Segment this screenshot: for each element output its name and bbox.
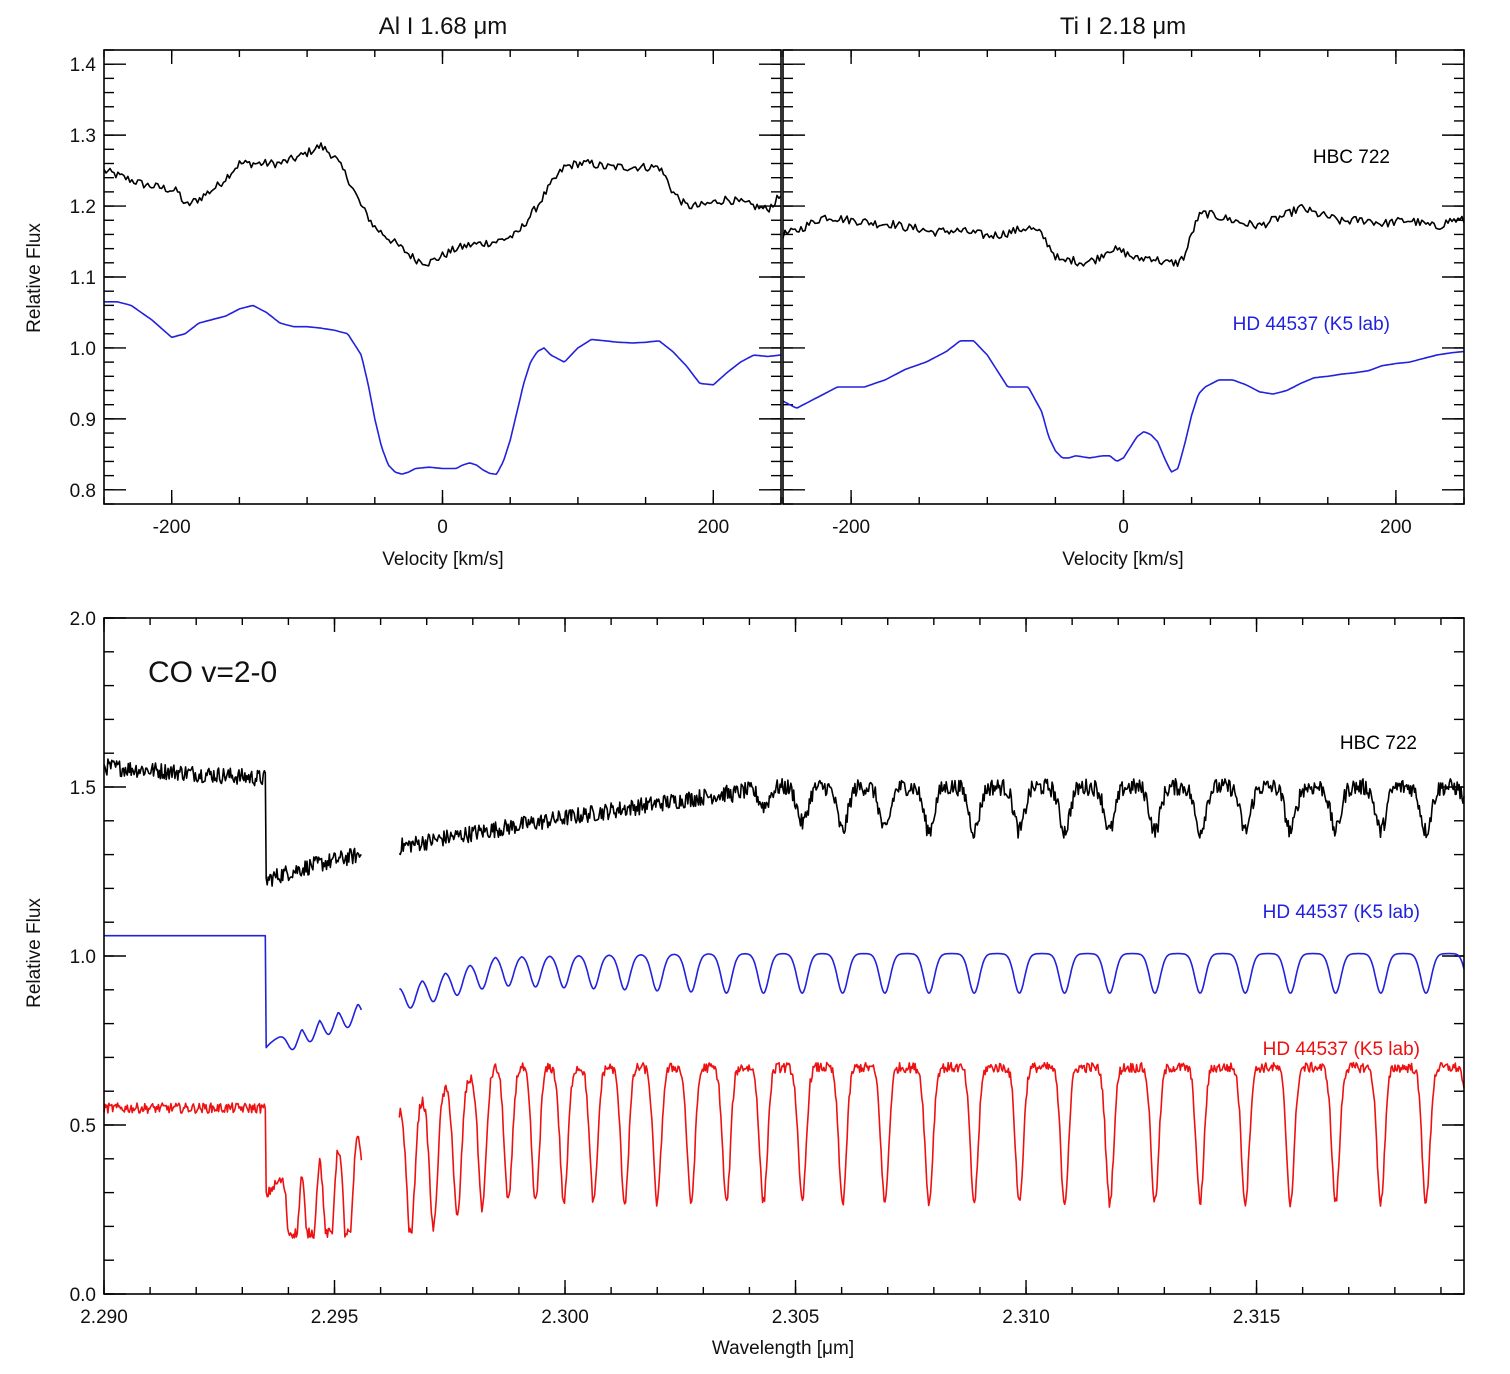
series-line-hbc-722 — [782, 203, 1465, 267]
plot-frame-al — [103, 49, 782, 505]
x-tick-label: 2.315 — [1233, 1307, 1281, 1328]
plot-frame-co — [103, 617, 1465, 1295]
ticks-al: -200 0 200 0.8 0.9 1.0 1.1 1.2 1.3 1.4 — [70, 49, 782, 538]
y-tick-label: 1.5 — [70, 778, 96, 799]
series-label-hbc-ti: HBC 722 — [1313, 147, 1390, 168]
panel-co: CO v=2-0 Relative Flux Wavelength [μm] H… — [24, 609, 1465, 1359]
x-tick-label: 200 — [697, 517, 729, 538]
x-tick-label: 2.295 — [311, 1307, 359, 1328]
plot-frame-ti — [782, 49, 1465, 505]
x-tick-label: 0 — [437, 517, 448, 538]
series-line-hd-44537-blue — [104, 934, 363, 1051]
x-tick-label: -200 — [832, 517, 870, 538]
panel-title-ti: Ti I 2.18 μm — [1060, 13, 1186, 40]
panel-title-al: Al I 1.68 μm — [379, 13, 508, 40]
x-tick-label: 2.310 — [1002, 1307, 1050, 1328]
series-line-hbc-722-co — [398, 778, 1465, 856]
y-tick-label: 1.1 — [70, 268, 96, 289]
series-label-hd-ti: HD 44537 (K5 lab) — [1233, 314, 1390, 335]
x-tick-label: 2.300 — [541, 1307, 589, 1328]
y-tick-label: 1.0 — [70, 339, 96, 360]
y-axis-label-top: Relative Flux — [24, 223, 45, 333]
series-line-hd-44537 — [104, 301, 782, 475]
y-tick-label: 1.3 — [70, 126, 96, 147]
y-axis-label-bottom: Relative Flux — [24, 898, 45, 1008]
x-tick-label: 2.290 — [80, 1307, 128, 1328]
y-tick-label: 0.5 — [70, 1116, 96, 1137]
y-tick-label: 0.8 — [70, 481, 96, 502]
x-tick-label: 0 — [1118, 517, 1129, 538]
y-tick-label: 1.4 — [70, 55, 97, 76]
y-tick-label: 1.0 — [70, 947, 96, 968]
series-line-hd-44537-red — [398, 1061, 1465, 1234]
co-band-label: CO v=2-0 — [148, 656, 277, 689]
series-co — [103, 758, 1465, 1239]
x-tick-label: 2.305 — [772, 1307, 820, 1328]
ticks-co: 2.290 2.295 2.300 2.305 2.310 2.315 0.0 0.5 1.0 1… — [70, 609, 1464, 1328]
series-ti — [782, 203, 1465, 473]
ticks-ti: -200 0 200 — [782, 49, 1465, 538]
series-label-hd-red-co: HD 44537 (K5 lab) — [1263, 1039, 1420, 1060]
y-tick-label: 0.0 — [70, 1285, 96, 1306]
series-al — [103, 142, 782, 475]
series-line-hd-44537 — [782, 340, 1465, 473]
x-axis-label-wavelength: Wavelength [μm] — [712, 1338, 854, 1359]
series-line-hd-44537-blue — [399, 952, 1465, 1009]
series-line-hbc-722 — [103, 142, 782, 267]
x-tick-label: 200 — [1380, 517, 1412, 538]
panel-al-i: Al I 1.68 μm Relative Flux Velocity [km/… — [24, 13, 782, 570]
panel-ti-i: Ti I 2.18 μm Velocity [km/s] HBC 722 HD … — [782, 13, 1465, 570]
y-tick-label: 1.2 — [70, 197, 96, 218]
series-line-hd-44537-red — [103, 1102, 363, 1239]
series-label-hbc-co: HBC 722 — [1340, 733, 1417, 754]
x-axis-label-ti: Velocity [km/s] — [1062, 549, 1183, 570]
y-tick-label: 0.9 — [70, 410, 96, 431]
y-tick-label: 2.0 — [70, 609, 96, 630]
series-label-hd-blue-co: HD 44537 (K5 lab) — [1263, 902, 1420, 923]
x-axis-label-al: Velocity [km/s] — [382, 549, 503, 570]
x-tick-label: -200 — [153, 517, 191, 538]
series-line-hbc-722-co — [103, 758, 362, 887]
